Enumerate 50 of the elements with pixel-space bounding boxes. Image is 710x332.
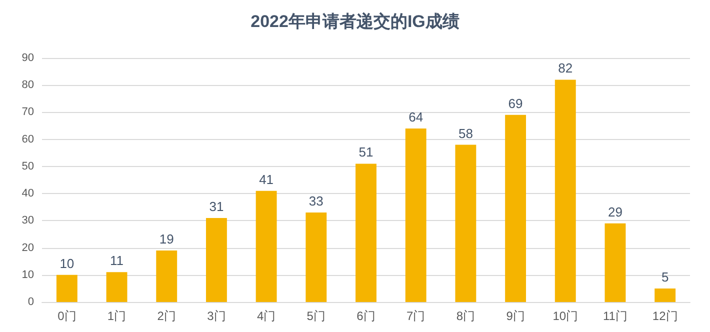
bar (654, 288, 676, 302)
x-tick-label: 10门 (552, 309, 578, 323)
data-label: 41 (259, 172, 274, 187)
bar (206, 218, 227, 302)
x-tick-label: 12门 (652, 309, 678, 323)
y-tick-label: 80 (22, 79, 34, 92)
y-tick-label: 70 (22, 106, 34, 118)
bar (405, 128, 426, 302)
data-label: 58 (458, 126, 473, 141)
y-tick-label: 90 (22, 52, 34, 64)
y-tick-label: 20 (22, 242, 34, 254)
x-tick-label: 2门 (157, 309, 176, 323)
y-tick-label: 40 (22, 188, 34, 200)
bar (306, 212, 327, 302)
y-tick-label: 60 (22, 133, 34, 146)
y-tick-label: 10 (22, 268, 34, 281)
y-tick-label: 0 (28, 296, 34, 308)
data-label: 33 (308, 194, 324, 209)
y-tick-label: 50 (22, 160, 34, 172)
data-label: 69 (508, 96, 523, 111)
data-label: 5 (661, 269, 669, 284)
bar (505, 114, 526, 302)
x-tick-label: 4门 (256, 309, 276, 323)
chart-title: 2022年申请者递交的IG成绩 (250, 12, 460, 31)
bar (106, 272, 128, 302)
x-tick-label: 1门 (107, 309, 126, 323)
data-label: 10 (60, 256, 74, 271)
data-label: 19 (159, 231, 174, 246)
bar (356, 164, 376, 302)
bar (56, 274, 78, 302)
x-tick-label: 8门 (456, 309, 476, 323)
data-label: 82 (558, 60, 573, 76)
x-tick-label: 0门 (58, 309, 76, 323)
y-tick-label: 30 (22, 214, 34, 227)
x-tick-label: 9门 (506, 309, 525, 323)
x-tick-label: 11门 (602, 309, 628, 323)
bar (156, 250, 178, 302)
x-tick-label: 6门 (356, 309, 376, 323)
data-label: 51 (358, 144, 374, 160)
x-tick-label: 3门 (207, 309, 226, 323)
data-label: 31 (209, 198, 224, 214)
bar (604, 223, 626, 302)
data-label: 29 (608, 204, 622, 220)
data-label: 11 (110, 253, 124, 268)
x-tick-label: 5门 (306, 309, 326, 323)
x-tick-label: 7门 (406, 309, 426, 323)
bar (256, 190, 277, 302)
bar (554, 80, 576, 302)
bar (455, 144, 476, 302)
data-label: 64 (408, 109, 424, 124)
